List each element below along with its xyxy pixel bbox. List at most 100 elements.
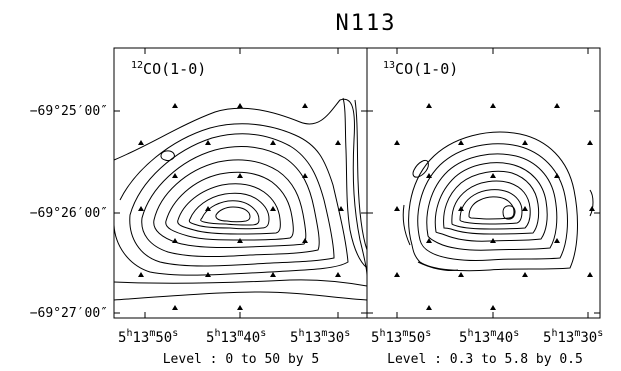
panel-1-markers bbox=[138, 103, 344, 310]
panel-1-x-labels: 5h13m50s 5h13m40s 5h13m30s bbox=[118, 328, 350, 346]
p1-marker bbox=[172, 173, 178, 178]
x-ticks bbox=[144, 48, 589, 318]
p1-contour-10 bbox=[215, 206, 251, 223]
panel-1-contours bbox=[113, 97, 368, 301]
p1-marker bbox=[302, 238, 308, 243]
y-tick-label-1: −69°25′00″ bbox=[30, 104, 108, 119]
p1-marker bbox=[335, 140, 341, 145]
y-tick-label-3: −69°27′00″ bbox=[30, 306, 108, 321]
p2-contour-6 bbox=[451, 180, 531, 230]
p1-marker bbox=[335, 272, 341, 277]
p2-marker bbox=[426, 305, 432, 310]
p1-contour-right-edge-2 bbox=[354, 99, 368, 251]
panel-2-label-text: CO(1-0) bbox=[395, 60, 458, 78]
p2-marker bbox=[554, 173, 560, 178]
p2-marker bbox=[458, 206, 464, 211]
p1-marker bbox=[270, 140, 276, 145]
y-tick-label-2: −69°26′00″ bbox=[30, 206, 108, 221]
p2-contour-inner-loop bbox=[502, 205, 516, 220]
p2-marker bbox=[522, 272, 528, 277]
panel-1-label: 12CO(1-0) bbox=[131, 60, 206, 78]
p1-marker bbox=[237, 103, 243, 108]
x-tick-label-p2-1: 5h13m50s bbox=[371, 328, 431, 346]
p1-contour-right-edge bbox=[342, 97, 368, 269]
p2-contour-right-small bbox=[589, 189, 594, 217]
p1-contour-5 bbox=[153, 159, 307, 249]
p2-contour-4 bbox=[434, 162, 548, 242]
p1-contour-outer-bottom bbox=[113, 279, 368, 287]
y-ticks bbox=[114, 110, 600, 314]
p2-contour-3 bbox=[426, 153, 558, 251]
x-tick-label-p2-3: 5h13m30s bbox=[543, 328, 603, 346]
p1-marker bbox=[205, 206, 211, 211]
p2-contour-mid-left bbox=[402, 204, 411, 246]
p1-contour-outer-top bbox=[113, 98, 368, 277]
panel-1-frame bbox=[113, 47, 368, 319]
p2-marker bbox=[587, 140, 593, 145]
p1-marker bbox=[172, 103, 178, 108]
p2-contour-left-bottom bbox=[417, 261, 459, 271]
panel-2-label-sup: 13 bbox=[383, 60, 395, 71]
panel-2-level-caption: Level : 0.3 to 5.8 by 0.5 bbox=[387, 352, 583, 367]
panel-1-level-caption: Level : 0 to 50 by 5 bbox=[163, 352, 320, 367]
p2-marker bbox=[589, 206, 595, 211]
p2-marker bbox=[458, 140, 464, 145]
p1-marker bbox=[205, 272, 211, 277]
p2-marker bbox=[394, 140, 400, 145]
p2-marker bbox=[554, 103, 560, 108]
p2-marker bbox=[490, 103, 496, 108]
p2-marker bbox=[490, 305, 496, 310]
p2-marker bbox=[554, 238, 560, 243]
p1-contour-9 bbox=[200, 200, 260, 226]
panel-1-label-text: CO(1-0) bbox=[143, 60, 206, 78]
p1-marker bbox=[302, 103, 308, 108]
p1-contour-3 bbox=[129, 133, 335, 267]
p1-contour-2 bbox=[113, 123, 349, 276]
panel-2-x-labels: 5h13m50s 5h13m40s 5h13m30s bbox=[371, 328, 603, 346]
p1-contour-4 bbox=[141, 146, 320, 258]
p1-marker bbox=[270, 272, 276, 277]
p1-marker bbox=[172, 238, 178, 243]
figure-title: N113 bbox=[336, 11, 397, 36]
p1-marker bbox=[138, 272, 144, 277]
p1-marker bbox=[302, 173, 308, 178]
p1-marker bbox=[237, 305, 243, 310]
p2-marker bbox=[490, 173, 496, 178]
panel-2-markers bbox=[394, 103, 595, 310]
p1-marker bbox=[138, 206, 144, 211]
p1-contour-7 bbox=[177, 183, 281, 235]
p2-marker bbox=[522, 206, 528, 211]
p1-contour-6 bbox=[165, 171, 294, 241]
p1-contour-small-loop bbox=[160, 150, 175, 161]
p2-marker bbox=[458, 272, 464, 277]
p2-contour-8 bbox=[468, 196, 515, 220]
p2-contour-1 bbox=[408, 131, 578, 272]
p1-marker bbox=[205, 140, 211, 145]
p1-marker bbox=[237, 238, 243, 243]
p1-contour-8 bbox=[188, 192, 270, 230]
p2-marker bbox=[587, 272, 593, 277]
panel-1-label-sup: 12 bbox=[131, 60, 143, 71]
p1-marker bbox=[237, 173, 243, 178]
p2-marker bbox=[394, 272, 400, 277]
p2-marker bbox=[394, 206, 400, 211]
p2-contour-top-blob bbox=[412, 159, 429, 178]
p1-contour-bottom-2 bbox=[113, 291, 368, 301]
x-tick-label-p1-2: 5h13m40s bbox=[206, 328, 266, 346]
x-tick-label-p1-3: 5h13m30s bbox=[290, 328, 350, 346]
p2-marker bbox=[522, 140, 528, 145]
panel-2-label: 13CO(1-0) bbox=[383, 60, 458, 78]
p1-marker bbox=[138, 140, 144, 145]
p2-contour-5 bbox=[443, 170, 540, 235]
x-tick-label-p2-2: 5h13m40s bbox=[459, 328, 519, 346]
p1-marker bbox=[172, 305, 178, 310]
x-tick-label-p1-1: 5h13m50s bbox=[118, 328, 178, 346]
p2-marker bbox=[426, 238, 432, 243]
panel-2-frame bbox=[366, 47, 601, 319]
p2-marker bbox=[490, 238, 496, 243]
panel-2-contours bbox=[402, 131, 594, 272]
p2-contour-2 bbox=[417, 143, 568, 261]
p2-marker bbox=[426, 173, 432, 178]
p2-contour-7 bbox=[459, 189, 523, 225]
